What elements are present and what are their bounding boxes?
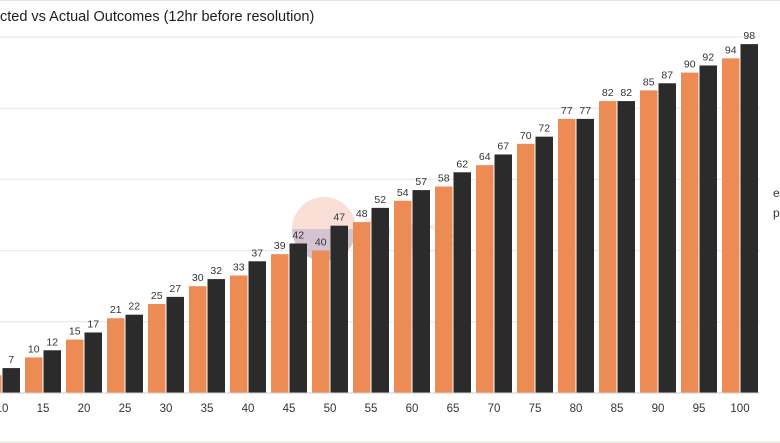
bar-series-1: [207, 279, 225, 393]
bar-series-0: [394, 200, 412, 393]
x-tick-label: 55: [365, 403, 378, 415]
bar-value-label: 64: [479, 151, 491, 163]
bar-series-0: [66, 339, 84, 393]
bar-value-label: 67: [497, 140, 509, 152]
bar-value-label: 40: [315, 237, 327, 249]
bar-series-1: [125, 314, 143, 393]
bar-value-label: 70: [520, 130, 532, 142]
bar-series-0: [148, 304, 166, 393]
bar-series-0: [476, 165, 494, 393]
bar-value-label: 87: [661, 69, 673, 81]
bar-series-1: [289, 243, 307, 393]
bar-series-1: [43, 350, 61, 393]
bar-series-0: [25, 357, 43, 393]
bar-value-label: 82: [602, 87, 614, 99]
bar-value-label: 15: [69, 326, 81, 338]
bar-value-label: 21: [110, 304, 122, 316]
x-tick-label: 25: [119, 403, 132, 415]
bar-value-label: 37: [251, 247, 263, 259]
bar-value-label: 98: [743, 30, 755, 42]
bar-value-label: 47: [333, 212, 345, 224]
x-tick-label: 20: [78, 403, 91, 415]
x-tick-label: 65: [447, 403, 460, 415]
bar-series-1: [740, 44, 758, 394]
bar-series-1: [412, 190, 430, 393]
bar-value-label: 54: [397, 187, 409, 199]
bar-value-label: 17: [87, 318, 99, 330]
bar-value-label: 22: [128, 301, 140, 313]
bar-value-label: 27: [169, 283, 181, 295]
bar-value-label: 33: [233, 262, 245, 274]
x-tick-label: 90: [652, 403, 665, 415]
bar-series-0: [0, 375, 2, 393]
x-tick-label: 85: [611, 403, 624, 415]
bar-series-1: [535, 136, 553, 393]
bar-series-0: [681, 72, 699, 393]
bar-series-1: [576, 118, 594, 393]
bar-series-1: [658, 83, 676, 393]
bar-series-0: [312, 250, 330, 393]
bar-value-label: 25: [151, 290, 163, 302]
bar-series-1: [2, 368, 20, 393]
bar-series-0: [517, 143, 535, 393]
bar-value-label: 57: [415, 176, 427, 188]
x-tick-label: 70: [488, 403, 501, 415]
bar-series-1: [248, 261, 266, 393]
x-tick-label: 95: [693, 403, 706, 415]
bar-series-0: [640, 90, 658, 394]
legend-fragment: e: [773, 186, 780, 200]
x-tick-label: 100: [730, 403, 749, 415]
bar-value-label: 30: [192, 272, 204, 284]
bar-value-label: 92: [702, 51, 714, 63]
bar-series-0: [435, 186, 453, 393]
bar-value-label: 82: [620, 87, 632, 99]
bar-value-label: 94: [725, 44, 737, 56]
bar-value-label: 39: [274, 240, 286, 252]
x-tick-label: 30: [160, 403, 173, 415]
bar-series-0: [230, 275, 248, 393]
bar-value-label: 85: [643, 76, 655, 88]
bar-value-label: 10: [28, 343, 40, 355]
bar-series-0: [599, 101, 617, 393]
bar-series-1: [371, 207, 389, 393]
legend-fragment: p: [773, 206, 780, 220]
bar-series-1: [330, 225, 348, 393]
bar-value-label: 32: [210, 265, 222, 277]
bar-value-label: 77: [579, 105, 591, 117]
bar-value-label: 7: [8, 354, 14, 366]
x-tick-label: 10: [0, 403, 8, 415]
bar-series-1: [617, 101, 635, 393]
bar-series-1: [699, 65, 717, 393]
bar-value-label: 58: [438, 173, 450, 185]
bar-series-0: [558, 118, 576, 393]
bar-series-0: [271, 254, 289, 393]
bar-value-label: 90: [684, 59, 696, 71]
bar-series-0: [353, 222, 371, 393]
x-tick-label: 45: [283, 403, 296, 415]
x-tick-label: 60: [406, 403, 419, 415]
bar-series-1: [166, 296, 184, 393]
x-tick-label: 40: [242, 403, 255, 415]
chart-title: cted vs Actual Outcomes (12hr before res…: [0, 9, 315, 25]
x-tick-label: 75: [529, 403, 542, 415]
x-tick-label: 50: [324, 403, 337, 415]
bar-series-0: [107, 318, 125, 393]
x-tick-label: 80: [570, 403, 583, 415]
bar-series-0: [722, 58, 740, 394]
bar-series-1: [84, 332, 102, 393]
bar-value-label: 77: [561, 105, 573, 117]
x-tick-label: 35: [201, 403, 214, 415]
bar-value-label: 72: [538, 123, 550, 135]
bar-series-0: [189, 286, 207, 393]
bar-series-1: [453, 172, 471, 393]
bar-value-label: 42: [292, 229, 304, 241]
x-tick-label: 15: [37, 403, 50, 415]
bar-value-label: 62: [456, 158, 468, 170]
bar-value-label: 52: [374, 194, 386, 206]
bar-value-label: 48: [356, 208, 368, 220]
bar-series-1: [494, 154, 512, 393]
bar-value-label: 12: [46, 336, 58, 348]
